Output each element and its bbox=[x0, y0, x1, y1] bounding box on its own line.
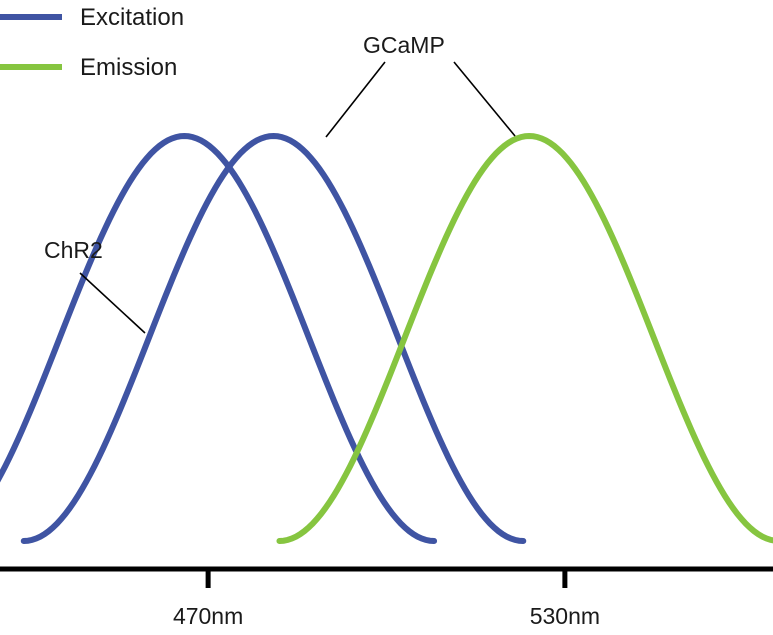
legend-label-excitation: Excitation bbox=[80, 4, 184, 31]
chr2-excitation-curve bbox=[0, 132, 438, 544]
annotation-chr2: ChR2 bbox=[44, 237, 103, 263]
gcamp-excitation-curve bbox=[20, 132, 527, 544]
gcamp-emission-curve bbox=[276, 132, 773, 544]
x-axis: 470nm 530nm bbox=[0, 566, 773, 629]
x-tick-label-470: 470nm bbox=[173, 603, 243, 629]
legend: Excitation Emission bbox=[0, 4, 184, 81]
annotations: ChR2 GCaMP bbox=[44, 32, 516, 334]
annotation-gcamp-leader-excitation bbox=[325, 61, 386, 138]
annotation-gcamp: GCaMP bbox=[363, 32, 445, 58]
x-tick-label-530: 530nm bbox=[530, 603, 600, 629]
annotation-chr2-leader bbox=[79, 272, 146, 334]
annotation-gcamp-leader-emission bbox=[453, 61, 516, 137]
curves bbox=[0, 132, 773, 544]
legend-label-emission: Emission bbox=[80, 54, 177, 81]
